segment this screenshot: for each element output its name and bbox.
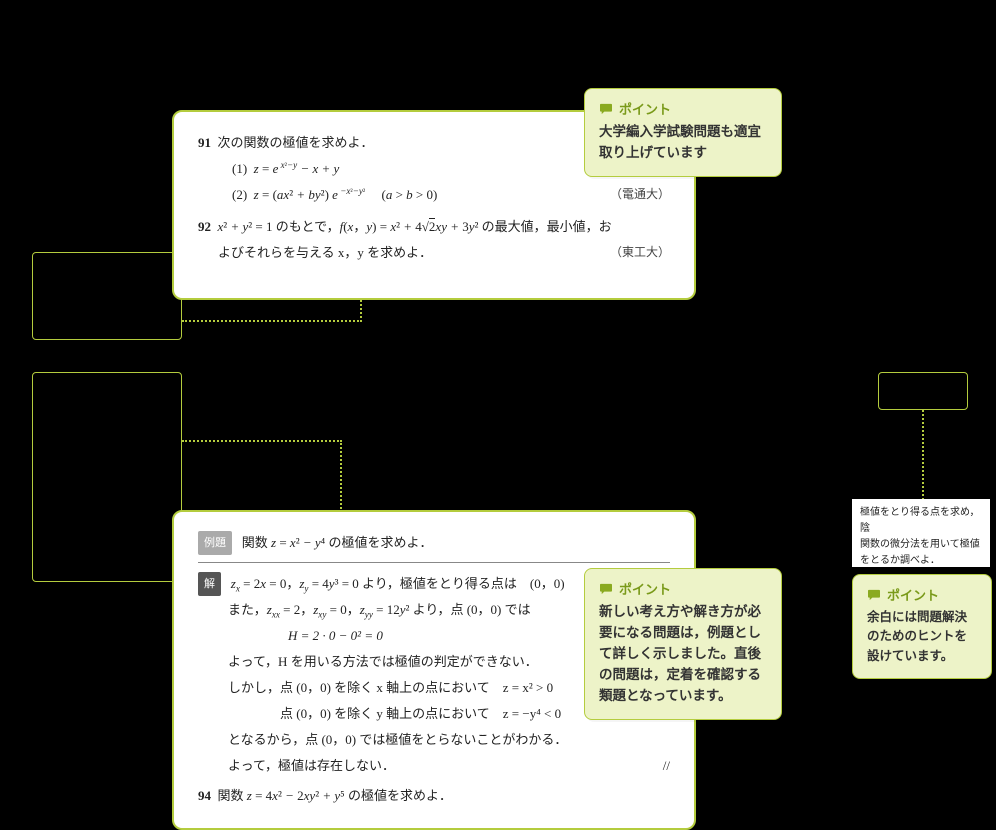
text: より，極値をとり得る点は (0，0) (359, 576, 565, 591)
callout-title: ポイント (867, 585, 977, 604)
callout-right: ポイント 余白には問題解決のためのヒントを設けています。 (852, 574, 992, 679)
callout-body: 新しい考え方や解き方が必要になる問題は，例題として詳しく示しました。直後の問題は… (599, 602, 767, 707)
connector (922, 410, 924, 500)
callout-body: 大学編入学試験問題も適宜取り上げています (599, 122, 767, 164)
hint-line: 極値をとり得る点を求め，陰 (860, 505, 982, 537)
math-expr: z = (ax² + by²) e −x²−y² (254, 187, 366, 202)
source-univ: （電通大） (610, 182, 670, 206)
text: よって，極値は存在しない． (228, 758, 395, 773)
example-tag: 例題 (198, 531, 232, 555)
callout-body: 余白には問題解決のためのヒントを設けています。 (867, 608, 977, 666)
callout-title-text: ポイント (887, 585, 939, 604)
empty-label-a (32, 252, 182, 340)
text: の極値を求めよ． (345, 788, 452, 803)
math-expr: z = x² − y⁴ (271, 535, 325, 550)
connector (182, 440, 342, 442)
text: となるから，点 (0，0) では極値をとらないことがわかる． (198, 727, 670, 753)
sub-label: (1) (232, 161, 247, 176)
connector (182, 320, 362, 322)
problem-number: 94 (198, 788, 211, 803)
empty-label-c (878, 372, 968, 410)
sub-label: (2) (232, 187, 247, 202)
source-univ: （東工大） (610, 240, 670, 264)
text: 関数 (218, 788, 247, 803)
callout-title-text: ポイント (619, 99, 671, 118)
connector (360, 300, 362, 322)
hint-line: 関数の微分法を用いて極値 (860, 537, 982, 553)
hint-line: をとるか調べよ． (860, 553, 982, 569)
math-expr: zxx = 2，zxy = 0，zyy = 12y² (267, 602, 410, 617)
math-expr: z = 4x² − 2xy² + y⁵ (247, 788, 345, 803)
example-heading: 例題 関数 z = x² − y⁴ の極値を求めよ． (198, 530, 670, 563)
math-expr: zx = 2x = 0，zy = 4y³ = 0 (231, 576, 359, 591)
callout-top: ポイント 大学編入学試験問題も適宜取り上げています (584, 88, 782, 177)
margin-hint-panel: 極値をとり得る点を求め，陰 関数の微分法を用いて極値 をとるか調べよ． (852, 499, 990, 567)
math-expr: x² + y² = 1 (218, 219, 273, 234)
math-expr: z = e x²−y − x + y (254, 161, 340, 176)
callout-bottom: ポイント 新しい考え方や解き方が必要になる問題は，例題として詳しく示しました。直… (584, 568, 782, 720)
problem-number: 91 (198, 135, 211, 150)
math-expr: f(x，y) = x² + 4√2xy + 3y² (340, 218, 479, 234)
comment-icon (599, 103, 613, 115)
text: よびそれらを与える x，y を求めよ． (218, 245, 432, 260)
text: のもとで， (272, 219, 339, 234)
condition: (a > b > 0) (381, 187, 437, 202)
comment-icon (599, 583, 613, 595)
problem-91-lead: 次の関数の極値を求めよ． (218, 135, 374, 150)
text: 関数 (242, 535, 271, 550)
empty-label-b (32, 372, 182, 582)
text: また， (228, 602, 267, 617)
problem-number: 92 (198, 219, 211, 234)
text: の最大値，最小値，お (478, 219, 611, 234)
problem-92: 92 x² + y² = 1 のもとで，f(x，y) = x² + 4√2xy … (198, 214, 670, 266)
text: の極値を求めよ． (325, 535, 432, 550)
solution-tag: 解 (198, 572, 221, 596)
text: より，点 (0，0) では (409, 602, 530, 617)
connector (340, 440, 342, 512)
qed-slash: // (663, 753, 670, 779)
problem-94: 94 関数 z = 4x² − 2xy² + y⁵ の極値を求めよ． (198, 783, 670, 809)
callout-title: ポイント (599, 99, 767, 118)
callout-title-text: ポイント (619, 579, 671, 598)
comment-icon (867, 589, 881, 601)
callout-title: ポイント (599, 579, 767, 598)
